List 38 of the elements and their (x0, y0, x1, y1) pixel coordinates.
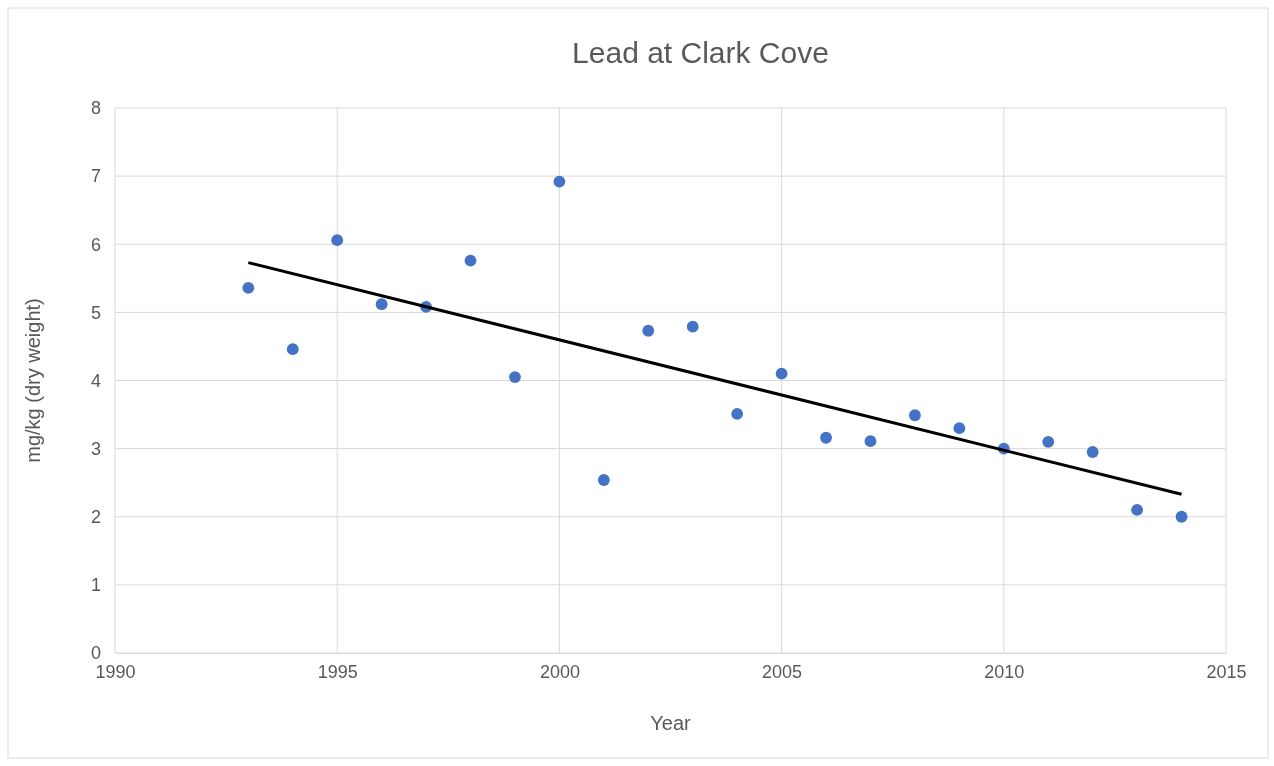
point (909, 409, 921, 422)
point (375, 298, 388, 311)
point (553, 175, 566, 188)
point (642, 324, 655, 337)
y-tick-label: 2 (90, 507, 101, 528)
x-tick-label: 2010 (984, 661, 1025, 682)
point (597, 474, 610, 486)
point (1042, 435, 1055, 448)
point (731, 407, 744, 420)
point (775, 367, 788, 380)
point (686, 320, 699, 333)
y-tick-label: 6 (90, 234, 101, 255)
point (953, 422, 966, 435)
point (242, 281, 255, 294)
x-tick-label: 1995 (317, 661, 358, 682)
y-tick-label: 4 (90, 370, 101, 391)
y-axis-title: mg/kg (dry weight) (22, 298, 44, 463)
y-tick-label: 5 (90, 302, 101, 323)
y-tick-label: 1 (90, 575, 101, 596)
point (286, 343, 299, 356)
point (1086, 446, 1099, 458)
x-tick-label: 2015 (1206, 661, 1247, 682)
point (509, 371, 521, 383)
y-tick-label: 7 (90, 166, 101, 187)
point (864, 435, 877, 448)
x-tick-label: 2000 (539, 661, 580, 682)
point (1131, 504, 1144, 516)
y-tick-label: 3 (90, 438, 101, 459)
x-axis-title: Year (650, 712, 692, 734)
x-tick-label: 1990 (95, 661, 136, 682)
chart-title: Lead at Clark Cove (572, 36, 829, 69)
point (820, 431, 832, 444)
x-tick-label: 2005 (762, 661, 803, 682)
point (1175, 510, 1188, 523)
point (331, 234, 344, 247)
y-tick-label: 0 (90, 643, 101, 664)
point (464, 254, 477, 267)
y-tick-label: 8 (90, 98, 101, 119)
